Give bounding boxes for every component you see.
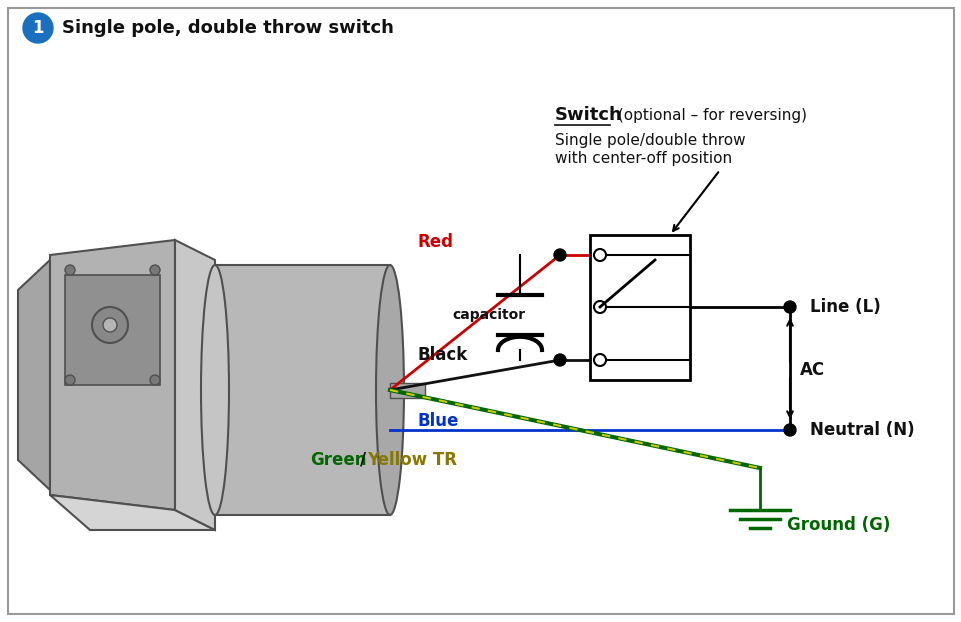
Circle shape: [593, 301, 605, 313]
Text: Yellow TR: Yellow TR: [366, 451, 456, 469]
Text: Line (L): Line (L): [809, 298, 880, 316]
Circle shape: [554, 354, 565, 366]
Text: Single pole, double throw switch: Single pole, double throw switch: [62, 19, 393, 37]
Text: Neutral (N): Neutral (N): [809, 421, 914, 439]
Text: capacitor: capacitor: [452, 308, 525, 322]
Polygon shape: [50, 240, 175, 510]
Circle shape: [65, 265, 75, 275]
Circle shape: [23, 13, 53, 43]
Text: Ground (G): Ground (G): [786, 516, 890, 534]
Circle shape: [92, 307, 128, 343]
Circle shape: [783, 424, 795, 436]
Text: Single pole/double throw: Single pole/double throw: [554, 132, 745, 147]
Bar: [65, 275, 160, 385]
Circle shape: [593, 249, 605, 261]
Circle shape: [593, 354, 605, 366]
Circle shape: [554, 249, 565, 261]
Text: Black: Black: [418, 346, 468, 364]
Text: (optional – for reversing): (optional – for reversing): [612, 108, 806, 123]
Circle shape: [150, 375, 160, 385]
Text: /: /: [359, 451, 366, 469]
Bar: [214, 265, 389, 515]
Bar: [589, 235, 689, 380]
Polygon shape: [18, 260, 50, 490]
Circle shape: [783, 301, 795, 313]
Circle shape: [150, 265, 160, 275]
Text: Red: Red: [418, 233, 454, 251]
Text: Switch: Switch: [554, 106, 622, 124]
Ellipse shape: [201, 265, 229, 515]
Text: 1: 1: [33, 19, 43, 37]
Text: with center-off position: with center-off position: [554, 151, 731, 165]
Text: AC: AC: [800, 361, 825, 379]
Text: Blue: Blue: [418, 412, 459, 430]
Ellipse shape: [376, 265, 404, 515]
Text: Green: Green: [309, 451, 366, 469]
Circle shape: [65, 375, 75, 385]
Polygon shape: [175, 240, 214, 530]
Bar: [389, 383, 425, 398]
Circle shape: [103, 318, 117, 332]
Polygon shape: [50, 495, 214, 530]
